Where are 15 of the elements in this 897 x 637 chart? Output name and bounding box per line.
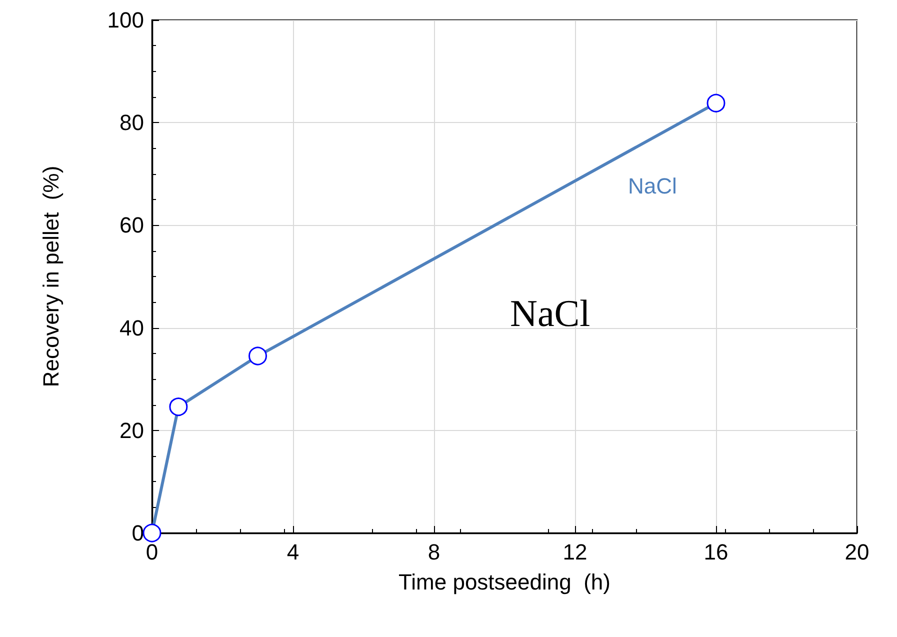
x-tick-label: 4 [286,540,300,564]
y-tick-label: 80 [120,110,144,136]
series-label: NaCl [628,174,677,199]
y-axis-title: Recovery in pellet (%) [38,166,64,388]
x-tick-label: 20 [844,540,870,564]
y-tick-label: 20 [120,418,144,443]
x-tick-label: 8 [428,540,440,564]
y-tick-label: 0 [132,520,144,546]
x-tick-label: 16 [704,540,728,564]
x-tick-label: 12 [562,540,588,564]
annotation: NaCl [510,293,590,335]
x-axis-title: Time postseeding (h) [398,570,610,594]
y-tick-label: 100 [107,8,144,32]
y-tick-label: 60 [120,212,144,238]
y-tick-label: 40 [120,315,144,340]
